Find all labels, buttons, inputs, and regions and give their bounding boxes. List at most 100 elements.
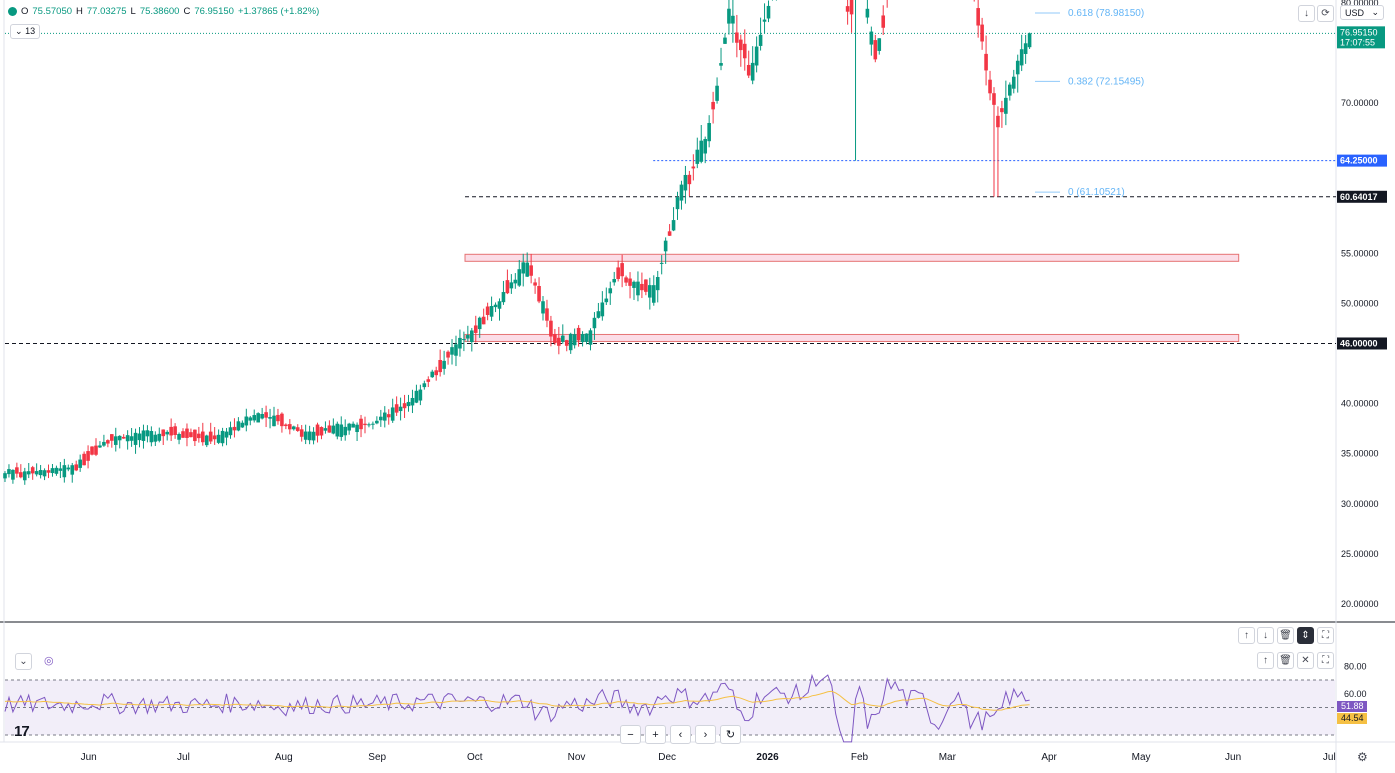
candle-body — [529, 265, 533, 276]
price-axis-label: 35.00000 — [1341, 449, 1379, 459]
candle-body — [501, 292, 506, 303]
candle-body — [38, 470, 43, 476]
download-button[interactable]: ↓ — [1298, 5, 1315, 22]
pane-move-down-button[interactable]: ↓ — [1257, 627, 1274, 644]
candle-body — [386, 414, 391, 418]
candle-body — [549, 320, 553, 337]
candle-body — [169, 426, 173, 436]
download-icon: ↓ — [1304, 8, 1309, 19]
candle-body — [648, 285, 652, 298]
candle-body — [596, 311, 601, 318]
candle-body — [34, 471, 39, 475]
candle-body — [1027, 33, 1032, 48]
candle-body — [505, 280, 510, 294]
close-label: C — [183, 6, 191, 17]
price-tag-box — [1337, 337, 1387, 350]
candle-body — [699, 140, 704, 162]
candle-body — [204, 435, 209, 446]
pane-maximize-button[interactable]: ⇕ — [1297, 627, 1314, 644]
candle-body — [723, 37, 727, 44]
candle-body — [86, 451, 90, 461]
candle-body — [303, 431, 308, 440]
candles-group — [3, 0, 1032, 485]
expand-icon: ⇕ — [1301, 630, 1310, 641]
candle-body — [319, 427, 324, 436]
pane-fullscreen-button[interactable]: ⛶ — [1317, 627, 1334, 644]
candle-body — [406, 401, 411, 407]
candle-body — [667, 231, 672, 236]
candle-body — [742, 43, 747, 59]
candle-body — [26, 471, 31, 475]
candle-body — [727, 8, 731, 24]
candle-body — [30, 467, 35, 474]
candle-body — [537, 286, 541, 302]
candle-body — [260, 413, 264, 419]
zoom-out-button[interactable]: − — [620, 725, 641, 744]
candle-body — [758, 34, 763, 46]
rsi-value-label: 51.88 — [1341, 701, 1364, 711]
scroll-left-button[interactable]: ‹ — [670, 725, 691, 744]
candle-body — [620, 263, 624, 277]
snapshot-button[interactable]: ⟳ — [1317, 5, 1334, 22]
time-axis-label: Jul — [1323, 752, 1336, 763]
time-axis-label: Jun — [1225, 752, 1241, 763]
candle-body — [117, 435, 122, 441]
scroll-right-button[interactable]: › — [695, 725, 716, 744]
price-tag-label: 46.00000 — [1340, 338, 1378, 348]
candle-body — [442, 360, 446, 369]
rsi-collapse-button[interactable]: ⌄ — [15, 653, 32, 670]
candle-body — [588, 330, 593, 345]
price-axis-label: 70.00000 — [1341, 98, 1379, 108]
candle-body — [992, 93, 996, 105]
candle-body — [197, 433, 201, 439]
indicators-collapse-button[interactable]: ⌄ 13 — [10, 24, 41, 39]
candle-body — [355, 424, 359, 433]
arrow-up-icon: ↑ — [1263, 655, 1268, 666]
arrow-down-icon: ↓ — [1263, 630, 1268, 641]
pane-move-up-button[interactable]: ↑ — [1238, 627, 1255, 644]
candle-body — [232, 426, 237, 431]
currency-select[interactable]: USD ⌄ — [1340, 5, 1384, 20]
candle-body — [632, 281, 636, 288]
rsi-delete-button[interactable]: 🗑 — [1277, 652, 1294, 669]
candle-body — [228, 427, 233, 436]
candle-body — [82, 453, 86, 466]
reset-chart-button[interactable]: ↻ — [720, 725, 741, 744]
candle-body — [157, 433, 162, 441]
low-label: L — [130, 6, 136, 17]
zoom-in-button[interactable]: + — [645, 725, 666, 744]
time-axis-label: Jun — [81, 752, 97, 763]
candle-body — [877, 38, 882, 51]
candle-body — [572, 334, 577, 346]
candle-body — [1015, 60, 1020, 75]
candle-body — [521, 262, 526, 274]
rsi-fullscreen-button[interactable]: ⛶ — [1317, 652, 1334, 669]
candle-body — [189, 432, 193, 438]
candle-body — [106, 440, 110, 444]
indicator-icon[interactable]: ◎ — [44, 655, 54, 667]
candle-body — [299, 429, 304, 437]
pane-delete-button[interactable]: 🗑 — [1277, 627, 1294, 644]
gear-icon[interactable]: ⚙ — [1357, 750, 1368, 764]
change-value: +1.37865 (+1.82%) — [237, 6, 320, 17]
candle-body — [177, 434, 181, 440]
candle-body — [545, 308, 549, 321]
candle-body — [604, 298, 609, 303]
rsi-collapse-pane-button[interactable]: ✕ — [1297, 652, 1314, 669]
ohlc-legend: O 75.57050 H 77.03275 L 75.38600 C 76.95150 … — [8, 6, 319, 17]
candle-body — [580, 334, 585, 343]
trash-icon: 🗑 — [1279, 655, 1292, 666]
candle-body — [418, 389, 423, 401]
candle-body — [70, 465, 75, 475]
candle-body — [1000, 108, 1004, 113]
candle-body — [513, 279, 518, 284]
candle-body — [335, 423, 340, 437]
candle-body — [671, 220, 676, 231]
rsi-move-up-button[interactable]: ↑ — [1257, 652, 1274, 669]
candle-body — [276, 414, 280, 422]
candle-body — [426, 379, 431, 382]
symbol-status-icon — [8, 7, 17, 16]
candle-body — [248, 417, 253, 421]
candle-body — [608, 288, 613, 294]
